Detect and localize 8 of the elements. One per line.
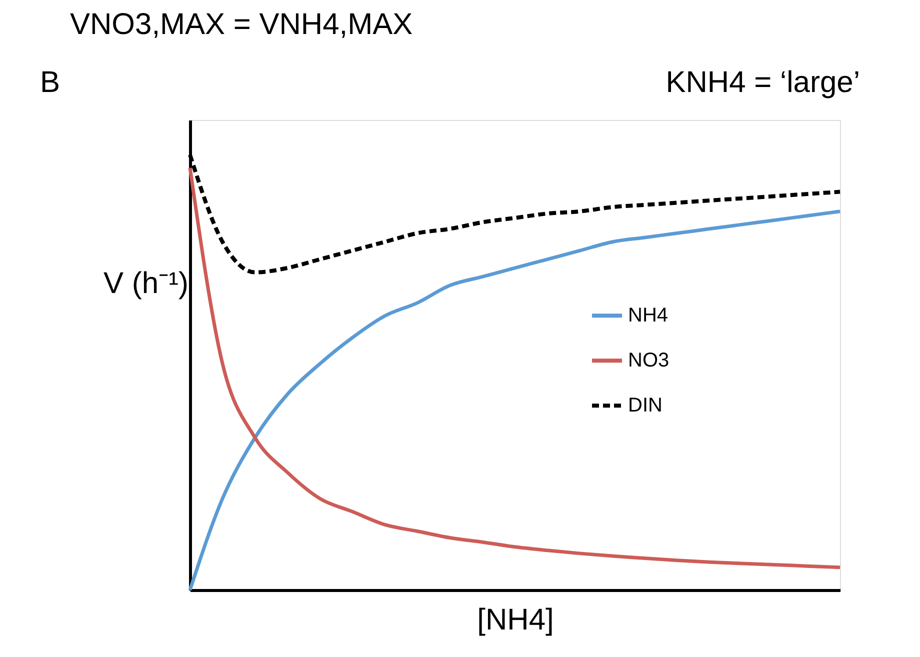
y-axis-title: V (h⁻¹) [104,267,188,300]
legend-label: NO3 [628,350,670,372]
x-axis-title: [NH4] [477,604,554,636]
text: KNH4 = ‘large’ [666,66,860,99]
legend-label: NH4 [628,304,668,327]
legend-label: DIN [628,394,662,417]
chart-title: VNO3,MAX = VNH4,MAX [70,8,413,41]
text: B [40,66,60,99]
